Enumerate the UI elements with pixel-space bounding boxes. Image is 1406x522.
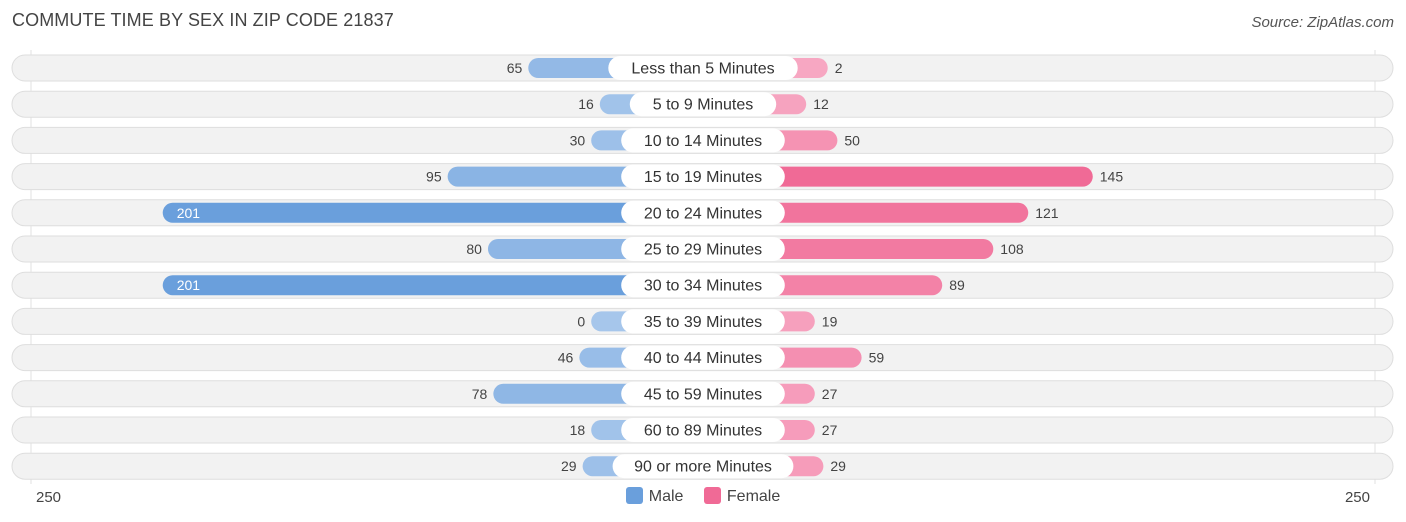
category-label: 30 to 34 Minutes	[644, 278, 762, 295]
data-label-female: 27	[822, 386, 838, 402]
data-label-female: 89	[949, 277, 965, 293]
category-label: 5 to 9 Minutes	[653, 97, 754, 114]
bar-row: 35 to 39 Minutes 0 19	[11, 307, 1394, 335]
source-label: Source: ZipAtlas.com	[1251, 14, 1394, 31]
category-label: 90 or more Minutes	[634, 459, 772, 476]
category-label-bg	[621, 164, 785, 189]
data-label-male: 78	[472, 386, 488, 402]
category-label-bg	[621, 200, 785, 225]
bar-female	[703, 202, 1029, 223]
data-label-male: 18	[570, 422, 586, 438]
category-label: Less than 5 Minutes	[631, 61, 774, 78]
data-label-male: 16	[578, 96, 594, 112]
axis-tick-right: 250	[1344, 489, 1370, 506]
category-label: 20 to 24 Minutes	[644, 205, 762, 222]
legend: Male Female	[0, 487, 1406, 506]
category-label: 60 to 89 Minutes	[644, 423, 762, 440]
category-label-bg	[621, 345, 785, 370]
data-label-male: 65	[507, 60, 523, 76]
data-label-female: 145	[1100, 169, 1124, 185]
data-label-female: 29	[830, 458, 846, 474]
chart-title: COMMUTE TIME BY SEX IN ZIP CODE 21837	[12, 10, 394, 30]
category-label: 25 to 29 Minutes	[644, 242, 762, 259]
legend-item-female[interactable]: Female	[703, 487, 781, 506]
legend-item-male[interactable]: Male	[625, 487, 684, 506]
data-label-female: 121	[1035, 205, 1059, 221]
data-label-male: 201	[177, 205, 201, 221]
axis-tick-left: 250	[36, 489, 62, 506]
bar-female	[703, 166, 1093, 187]
category-label-bg	[629, 92, 777, 117]
legend-swatch-male	[625, 487, 643, 504]
data-label-female: 50	[844, 132, 860, 148]
category-label-bg	[621, 418, 785, 442]
data-label-male: 201	[177, 277, 201, 293]
bar-row: 30 to 34 Minutes 201 89	[11, 271, 1394, 299]
bar-row: Less than 5 Minutes 65 2	[11, 54, 1394, 82]
category-label-bg	[608, 56, 798, 80]
data-label-female: 59	[869, 350, 885, 366]
data-label-male: 46	[558, 350, 574, 366]
data-label-female: 19	[822, 313, 838, 329]
data-label-male: 95	[426, 169, 442, 185]
category-label-bg	[621, 273, 785, 298]
category-label-bg	[612, 454, 794, 479]
bar-male	[162, 275, 703, 296]
category-label: 35 to 39 Minutes	[644, 314, 762, 331]
bar-row: 40 to 44 Minutes 46 59	[11, 344, 1394, 372]
bar-row: 25 to 29 Minutes 80 108	[11, 235, 1394, 263]
bar-row: 45 to 59 Minutes 78 27	[11, 380, 1394, 408]
bar-row: 60 to 89 Minutes 18 27	[11, 416, 1394, 444]
category-label: 10 to 14 Minutes	[644, 133, 762, 150]
bar-row: 15 to 19 Minutes 95 145	[11, 163, 1394, 191]
category-label-bg	[621, 309, 785, 334]
data-label-female: 27	[822, 422, 838, 438]
bar-row: 20 to 24 Minutes 201 121	[11, 199, 1394, 227]
data-label-male: 29	[561, 458, 577, 474]
data-label-male: 30	[570, 132, 586, 148]
category-label: 15 to 19 Minutes	[644, 169, 762, 186]
legend-swatch-female	[703, 487, 721, 504]
bar-row: 90 or more Minutes 29 29	[11, 452, 1394, 480]
bar-row: 5 to 9 Minutes 16 12	[11, 90, 1394, 118]
bar-row: 10 to 14 Minutes 30 50	[11, 126, 1394, 154]
category-label: 40 to 44 Minutes	[644, 350, 762, 367]
bar-male	[162, 202, 703, 223]
category-label: 45 to 59 Minutes	[644, 386, 762, 403]
data-label-female: 12	[813, 96, 829, 112]
category-label-bg	[621, 237, 785, 261]
legend-label-female: Female	[726, 488, 781, 505]
legend-label-male: Male	[648, 488, 684, 505]
category-label-bg	[621, 381, 785, 406]
data-label-male: 80	[466, 241, 482, 257]
data-label-male: 0	[577, 313, 585, 329]
data-label-female: 108	[1000, 241, 1024, 257]
category-label-bg	[621, 128, 785, 153]
data-label-female: 2	[835, 60, 843, 76]
